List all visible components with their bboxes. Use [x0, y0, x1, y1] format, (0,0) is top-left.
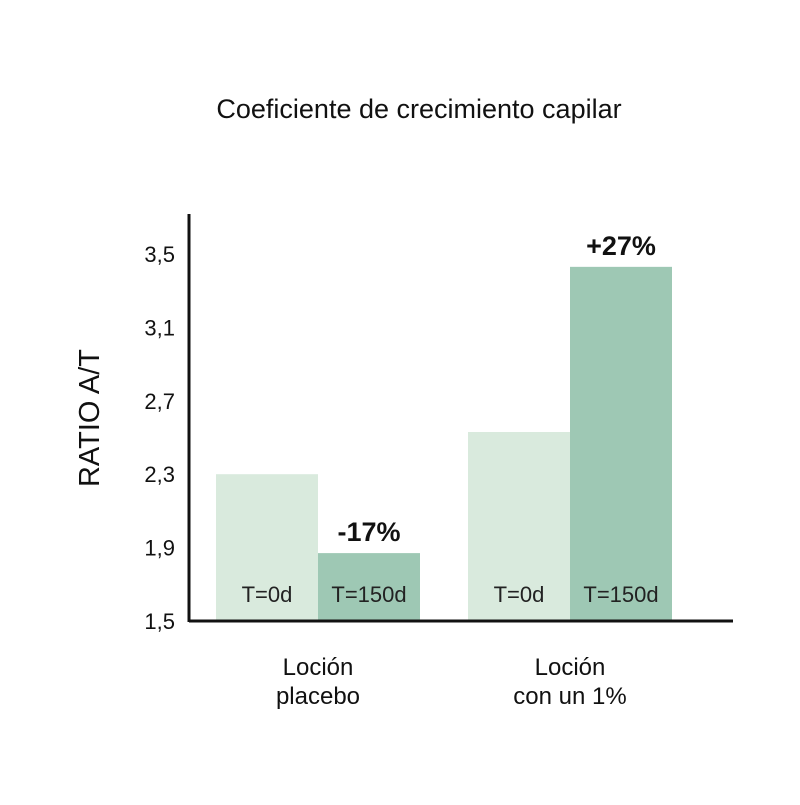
bar — [570, 266, 672, 621]
category-label: con un 1% — [513, 683, 626, 710]
bar-label: T=0d — [242, 582, 293, 607]
y-tick-label: 3,5 — [144, 242, 175, 267]
y-tick-label: 2,7 — [144, 389, 175, 414]
category-label: placebo — [276, 683, 360, 710]
bar-labels: T=0d T=150d -17% T=0d T=150d +27% — [242, 231, 659, 607]
y-tick-label: 2,3 — [144, 462, 175, 487]
y-tick-label: 3,1 — [144, 315, 175, 340]
chart-title: Coeficiente de crecimiento capilar — [216, 94, 621, 124]
bars-layer — [216, 266, 672, 621]
bar — [468, 431, 570, 621]
change-annotation: +27% — [586, 231, 656, 261]
bar — [318, 553, 420, 621]
y-tick-label: 1,5 — [144, 609, 175, 634]
y-ticks: 3,5 3,1 2,7 2,3 1,9 1,5 — [144, 242, 175, 634]
change-annotation: -17% — [337, 517, 400, 547]
category-label: Loción — [535, 654, 606, 681]
bar-label: T=150d — [583, 582, 658, 607]
y-tick-label: 1,9 — [144, 536, 175, 561]
bar-label: T=0d — [494, 582, 545, 607]
bar-label: T=150d — [331, 582, 406, 607]
y-axis-label: RATIO A/T — [74, 349, 106, 487]
category-label: Loción — [283, 654, 354, 681]
bar — [216, 474, 318, 621]
